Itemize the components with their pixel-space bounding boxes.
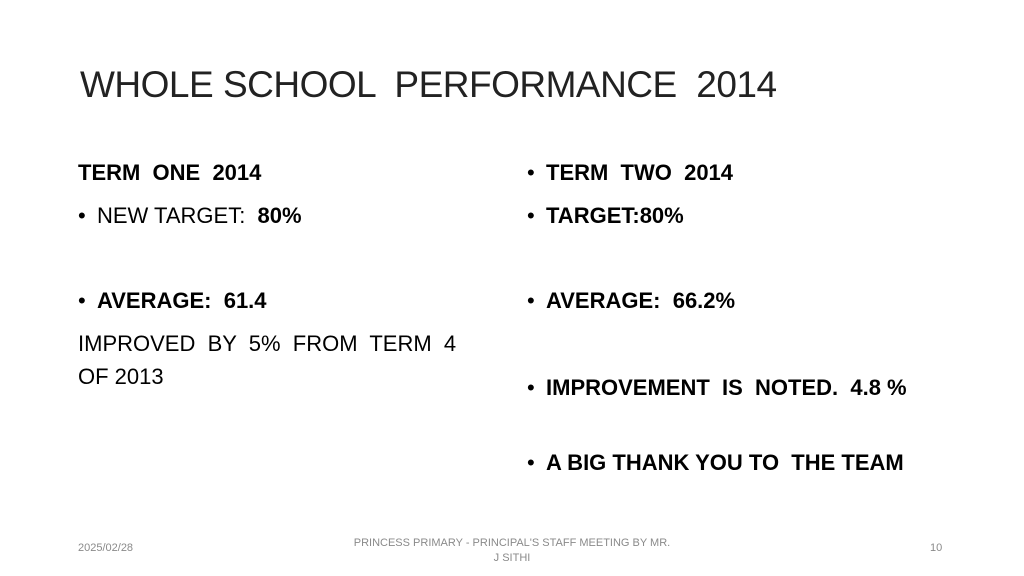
slide-title: WHOLE SCHOOL PERFORMANCE 2014 xyxy=(80,64,777,105)
left-note: IMPROVED BY 5% FROM TERM 4 OF 2013 xyxy=(78,331,469,389)
bullet-dot: • xyxy=(527,203,535,228)
bullet-dot: • xyxy=(78,288,86,313)
target-value: 80% xyxy=(257,203,302,228)
footer-page: 10 xyxy=(930,542,943,554)
footer-date: 2025/02/28 xyxy=(78,542,134,554)
right-bullet: AVERAGE: 66.2% xyxy=(546,288,736,313)
bullet-dot: • xyxy=(527,375,535,400)
bullet-dot: • xyxy=(527,288,535,313)
bullet-dot: • xyxy=(78,203,86,228)
right-bullet: TERM TWO 2014 xyxy=(546,160,734,185)
left-average: AVERAGE: 61.4 xyxy=(97,288,267,313)
right-bullet: IMPROVEMENT IS NOTED. 4.8 % xyxy=(546,375,907,400)
right-bullet: TARGET:80% xyxy=(546,203,684,228)
footer-center: PRINCESS PRIMARY - PRINCIPAL'S STAFF MEE… xyxy=(353,537,674,564)
left-target: NEW TARGET: 80% xyxy=(97,199,302,232)
bullet-dot: • xyxy=(527,160,535,185)
left-heading: TERM ONE 2014 xyxy=(78,160,262,185)
bullet-dot: • xyxy=(527,450,535,475)
target-label: NEW TARGET: xyxy=(97,203,258,228)
right-bullet: A BIG THANK YOU TO THE TEAM xyxy=(546,450,904,475)
